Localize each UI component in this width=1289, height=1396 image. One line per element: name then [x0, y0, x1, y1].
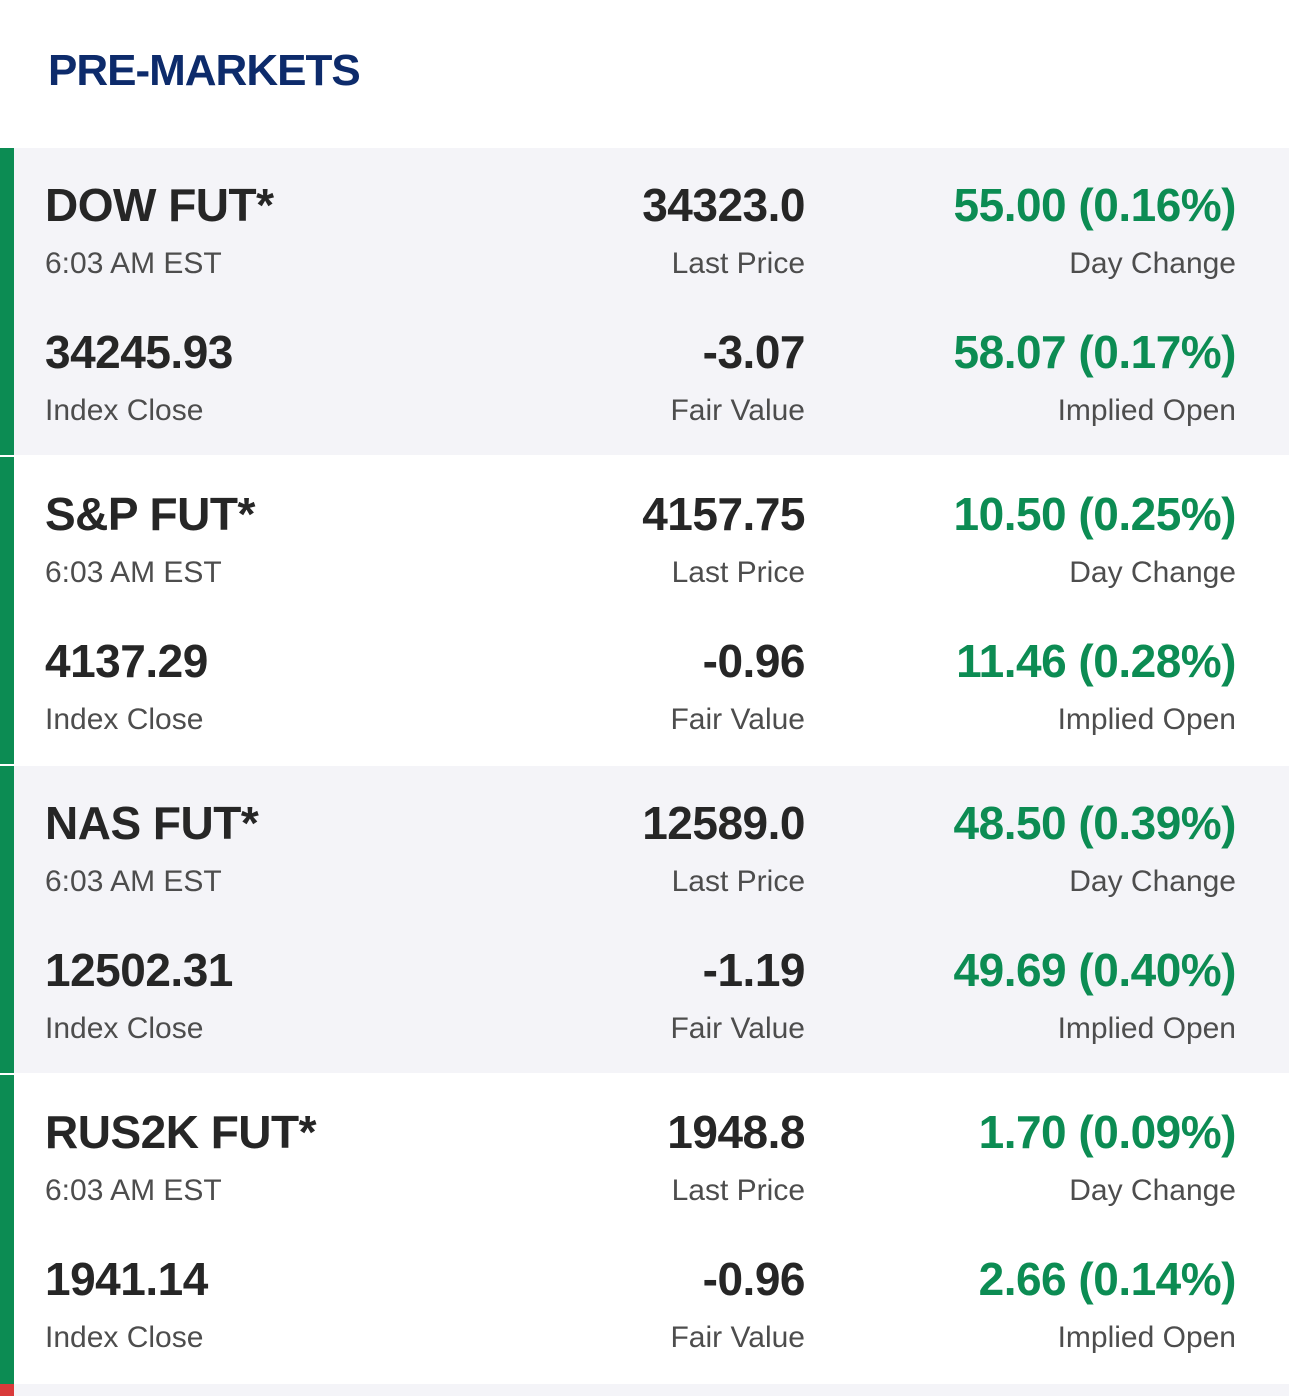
market-row-sp[interactable]: S&P FUT* 6:03 AM EST 4157.75 Last Price … — [0, 457, 1289, 766]
index-close-label: Index Close — [45, 703, 204, 736]
market-time: 6:03 AM EST — [45, 556, 222, 589]
index-close-value: 12502.31 — [45, 944, 233, 996]
fair-value-value: -1.19 — [702, 944, 806, 996]
day-change-label: Day Change — [1069, 865, 1236, 898]
next-market-row-partial — [0, 1384, 1289, 1396]
market-row-nas[interactable]: NAS FUT* 6:03 AM EST 12589.0 Last Price … — [0, 766, 1289, 1075]
index-close-value: 4137.29 — [45, 635, 208, 687]
fair-value-value: -3.07 — [702, 326, 806, 378]
implied-open-label: Implied Open — [1057, 1012, 1236, 1045]
last-price-value: 12589.0 — [642, 797, 805, 849]
last-price-value: 4157.75 — [642, 488, 805, 540]
implied-open-value: 49.69 (0.40%) — [953, 944, 1237, 996]
last-price-label: Last Price — [671, 1174, 805, 1207]
fair-value-value: -0.96 — [702, 635, 806, 687]
day-change-value: 1.70 (0.09%) — [978, 1106, 1237, 1158]
implied-open-value: 11.46 (0.28%) — [956, 635, 1236, 687]
market-name: RUS2K FUT* — [45, 1106, 317, 1158]
last-price-label: Last Price — [671, 556, 805, 589]
implied-open-label: Implied Open — [1057, 394, 1236, 427]
index-close-value: 1941.14 — [45, 1253, 208, 1305]
fair-value-label: Fair Value — [670, 1012, 805, 1045]
row-divider — [0, 764, 1289, 766]
implied-open-value: 2.66 (0.14%) — [978, 1253, 1237, 1305]
day-change-value: 48.50 (0.39%) — [953, 797, 1237, 849]
implied-open-value: 58.07 (0.17%) — [953, 326, 1237, 378]
last-price-label: Last Price — [671, 247, 805, 280]
day-change-label: Day Change — [1069, 247, 1236, 280]
last-price-value: 1948.8 — [667, 1106, 805, 1158]
day-change-label: Day Change — [1069, 556, 1236, 589]
last-price-value: 34323.0 — [642, 179, 805, 231]
fair-value-label: Fair Value — [670, 1321, 805, 1354]
row-divider — [0, 1073, 1289, 1075]
fair-value-value: -0.96 — [702, 1253, 806, 1305]
index-close-label: Index Close — [45, 394, 204, 427]
index-close-value: 34245.93 — [45, 326, 233, 378]
day-change-label: Day Change — [1069, 1174, 1236, 1207]
page-title: PRE-MARKETS — [48, 46, 361, 95]
implied-open-label: Implied Open — [1057, 1321, 1236, 1354]
day-change-value: 55.00 (0.16%) — [953, 179, 1237, 231]
market-row-dow[interactable]: DOW FUT* 6:03 AM EST 34323.0 Last Price … — [0, 148, 1289, 457]
market-time: 6:03 AM EST — [45, 865, 222, 898]
index-close-label: Index Close — [45, 1321, 204, 1354]
pre-markets-list: DOW FUT* 6:03 AM EST 34323.0 Last Price … — [0, 148, 1289, 1384]
last-price-label: Last Price — [671, 865, 805, 898]
market-name: S&P FUT* — [45, 488, 255, 540]
row-divider — [0, 455, 1289, 457]
implied-open-label: Implied Open — [1057, 703, 1236, 736]
fair-value-label: Fair Value — [670, 703, 805, 736]
market-name: DOW FUT* — [45, 179, 274, 231]
market-time: 6:03 AM EST — [45, 247, 222, 280]
fair-value-label: Fair Value — [670, 394, 805, 427]
day-change-value: 10.50 (0.25%) — [953, 488, 1237, 540]
market-name: NAS FUT* — [45, 797, 259, 849]
market-time: 6:03 AM EST — [45, 1174, 222, 1207]
index-close-label: Index Close — [45, 1012, 204, 1045]
market-row-rus2k[interactable]: RUS2K FUT* 6:03 AM EST 1948.8 Last Price… — [0, 1075, 1289, 1384]
pre-markets-header: PRE-MARKETS — [0, 0, 1289, 148]
